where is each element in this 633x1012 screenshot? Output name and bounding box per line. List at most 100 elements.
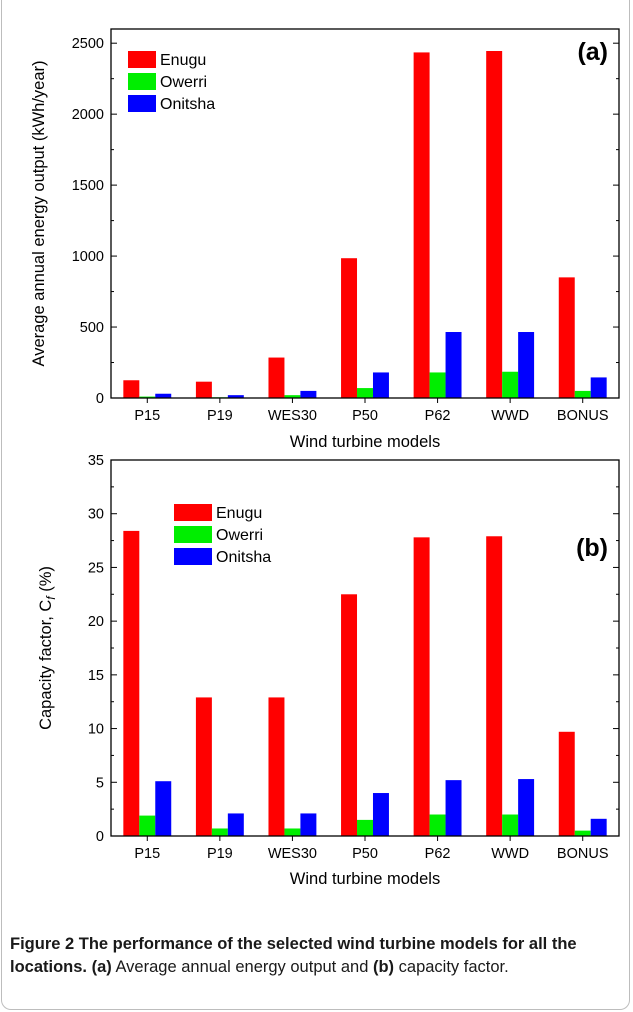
y-tick-label: 500 xyxy=(80,320,104,336)
x-axis-label: Wind turbine models xyxy=(290,870,440,888)
x-axis-label: Wind turbine models xyxy=(290,433,440,451)
bar-enugu-p62 xyxy=(413,537,430,836)
bar-owerri-p62 xyxy=(429,814,446,836)
y-axis-label-main: Capacity factor, C xyxy=(37,600,55,730)
bar-enugu-p50 xyxy=(341,594,358,836)
bar-onitsha-p19 xyxy=(227,813,244,836)
x-tick-label-p19: P19 xyxy=(207,846,233,862)
x-tick-label-p15: P15 xyxy=(134,846,160,862)
x-tick-label-wes30: WES30 xyxy=(268,408,317,424)
legend-swatch-enugu xyxy=(174,504,212,521)
x-tick-label-p50: P50 xyxy=(352,846,378,862)
y-tick-label: 1000 xyxy=(72,249,104,265)
panel-label: (b) xyxy=(576,534,608,562)
legend-swatch-onitsha xyxy=(128,95,156,112)
y-tick-label: 2000 xyxy=(72,107,104,123)
caption-label-a: (a) xyxy=(91,958,112,976)
x-tick-label-p50: P50 xyxy=(352,408,378,424)
bar-onitsha-p15 xyxy=(155,781,172,836)
y-tick-label: 35 xyxy=(88,453,104,469)
y-tick-label: 10 xyxy=(88,722,104,738)
bar-onitsha-bonus xyxy=(590,377,607,398)
x-tick-label-p62: P62 xyxy=(425,408,451,424)
bar-owerri-p15 xyxy=(139,815,156,836)
legend-swatch-enugu xyxy=(128,51,156,68)
chart-panel-b: 0 5 10 15 20 25 30 35 P15 P19 WES30 P50 P62 WWD BONUS W… xyxy=(37,453,620,888)
figure-svg: 0 500 1000 1500 2000 2500 P15 P19 WES30 P50 P62 WWD… xyxy=(30,28,620,888)
legend-swatch-owerri xyxy=(128,73,156,90)
y-tick-label: 1500 xyxy=(72,178,104,194)
y-tick-label: 20 xyxy=(88,614,104,630)
bar-enugu-wes30 xyxy=(268,357,285,398)
bar-enugu-p19 xyxy=(195,697,212,836)
x-tick-label-p62: P62 xyxy=(425,846,451,862)
bar-owerri-wwd xyxy=(502,371,519,398)
bar-onitsha-wes30 xyxy=(300,813,317,836)
bar-owerri-bonus xyxy=(574,830,591,836)
bar-enugu-wwd xyxy=(486,51,503,398)
caption-label-b: (b) xyxy=(372,958,395,976)
x-tick-label-p15: P15 xyxy=(134,408,160,424)
bar-enugu-bonus xyxy=(558,731,575,836)
bar-onitsha-p19 xyxy=(227,395,244,398)
legend-label-enugu: Enugu xyxy=(160,52,206,69)
y-tick-label: 25 xyxy=(88,560,104,576)
bar-onitsha-p50 xyxy=(372,372,389,398)
bar-enugu-wwd xyxy=(486,536,503,836)
panel-label: (a) xyxy=(577,38,608,66)
caption-title: Figure 2 The performance of the selected… xyxy=(10,935,577,976)
bar-enugu-p62 xyxy=(413,52,430,399)
legend-label-onitsha: Onitsha xyxy=(216,549,271,566)
x-tick-label-wes30: WES30 xyxy=(268,846,317,862)
bar-onitsha-p62 xyxy=(445,332,462,398)
bar-owerri-wes30 xyxy=(284,395,301,398)
figure-caption: Figure 2 The performance of the selected… xyxy=(10,933,615,979)
y-tick-label: 15 xyxy=(88,668,104,684)
bar-owerri-wes30 xyxy=(284,828,301,836)
x-tick-label-p19: P19 xyxy=(207,408,233,424)
y-axis-label-unit: (%) xyxy=(37,566,55,596)
bar-owerri-p50 xyxy=(357,819,373,836)
bar-enugu-wes30 xyxy=(268,697,285,836)
caption-text-a: Average annual energy output and xyxy=(115,958,369,976)
bar-onitsha-p50 xyxy=(372,793,389,836)
x-tick-label-bonus: BONUS xyxy=(557,846,609,862)
bar-owerri-bonus xyxy=(574,390,591,398)
y-tick-label: 0 xyxy=(96,391,104,407)
bar-onitsha-wes30 xyxy=(300,390,317,398)
caption-text-b: capacity factor. xyxy=(398,958,509,976)
bar-onitsha-p62 xyxy=(445,780,462,836)
bar-owerri-p15 xyxy=(139,396,156,398)
legend-label-onitsha: Onitsha xyxy=(160,96,215,113)
bar-enugu-p50 xyxy=(341,258,358,398)
legend-swatch-onitsha xyxy=(174,548,212,565)
bar-enugu-p19 xyxy=(195,381,212,398)
bar-onitsha-wwd xyxy=(518,332,535,398)
bar-enugu-p15 xyxy=(123,530,140,836)
legend-label-owerri: Owerri xyxy=(160,74,207,91)
y-tick-label: 5 xyxy=(96,775,104,791)
bar-owerri-wwd xyxy=(502,814,519,836)
bar-onitsha-p15 xyxy=(155,393,172,398)
y-axis-label: Average annual energy output (kWh/year) xyxy=(30,60,48,366)
bar-onitsha-wwd xyxy=(518,779,535,836)
bar-enugu-p15 xyxy=(123,380,140,398)
bar-owerri-p50 xyxy=(357,388,373,398)
y-tick-label: 0 xyxy=(96,829,104,845)
bar-owerri-p62 xyxy=(429,372,446,398)
legend-label-owerri: Owerri xyxy=(216,527,263,544)
legend-label-enugu: Enugu xyxy=(216,505,262,522)
y-tick-label: 2500 xyxy=(72,36,104,52)
x-tick-label-wwd: WWD xyxy=(491,846,529,862)
y-axis-label-subscript: f xyxy=(44,595,58,600)
y-axis-label: Capacity factor, Cf (%) xyxy=(37,566,58,730)
legend-swatch-owerri xyxy=(174,526,212,543)
chart-panel-a: 0 500 1000 1500 2000 2500 P15 P19 WES30 P50 P62 WWD… xyxy=(30,28,620,451)
bar-onitsha-bonus xyxy=(590,818,607,836)
x-tick-label-wwd: WWD xyxy=(491,408,529,424)
bar-enugu-bonus xyxy=(558,277,575,398)
x-tick-label-bonus: BONUS xyxy=(557,408,609,424)
y-tick-label: 30 xyxy=(88,507,104,523)
bar-owerri-p19 xyxy=(211,828,228,836)
